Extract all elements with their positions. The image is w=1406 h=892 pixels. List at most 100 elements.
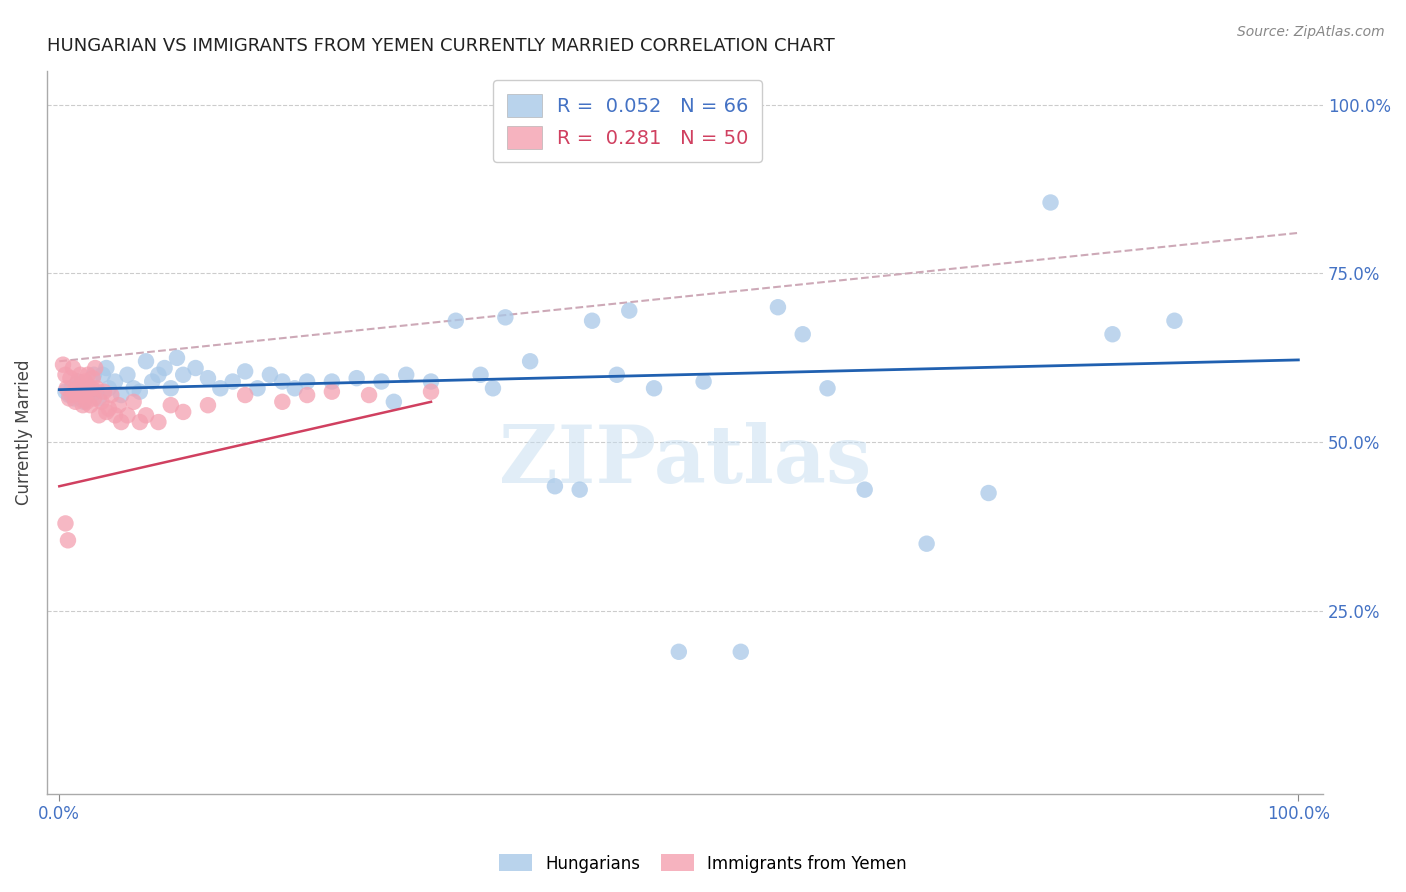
Point <box>581 314 603 328</box>
Point <box>568 483 591 497</box>
Point <box>86 384 108 399</box>
Point <box>135 354 157 368</box>
Point <box>76 368 98 382</box>
Point <box>52 358 75 372</box>
Point <box>60 381 83 395</box>
Point <box>84 361 107 376</box>
Point <box>83 368 105 382</box>
Point <box>122 394 145 409</box>
Point <box>141 375 163 389</box>
Point <box>63 392 86 406</box>
Point <box>357 388 380 402</box>
Point <box>73 394 96 409</box>
Point <box>619 303 641 318</box>
Point <box>128 384 150 399</box>
Legend: R =  0.052   N = 66, R =  0.281   N = 50: R = 0.052 N = 66, R = 0.281 N = 50 <box>494 80 762 162</box>
Point <box>222 375 245 389</box>
Point <box>93 384 115 399</box>
Point <box>87 409 110 423</box>
Point <box>110 415 132 429</box>
Point <box>643 381 665 395</box>
Point <box>444 314 467 328</box>
Point <box>420 375 443 389</box>
Point <box>197 398 219 412</box>
Point <box>817 381 839 395</box>
Point <box>233 388 256 402</box>
Point <box>853 483 876 497</box>
Point <box>470 368 492 382</box>
Point <box>382 394 405 409</box>
Point <box>117 409 139 423</box>
Point <box>56 533 79 548</box>
Point <box>62 361 84 376</box>
Point <box>110 388 132 402</box>
Point <box>58 392 80 406</box>
Point <box>346 371 368 385</box>
Point <box>104 409 127 423</box>
Point <box>692 375 714 389</box>
Point <box>148 415 170 429</box>
Point <box>66 375 89 389</box>
Legend: Hungarians, Immigrants from Yemen: Hungarians, Immigrants from Yemen <box>492 847 914 880</box>
Point <box>128 415 150 429</box>
Point <box>295 388 318 402</box>
Point <box>197 371 219 385</box>
Point <box>271 375 294 389</box>
Point <box>915 537 938 551</box>
Point <box>172 368 194 382</box>
Point <box>792 327 814 342</box>
Point <box>1039 195 1062 210</box>
Point <box>67 381 90 395</box>
Point <box>55 381 77 395</box>
Point <box>79 398 101 412</box>
Point <box>76 394 98 409</box>
Point <box>96 405 118 419</box>
Point <box>70 384 93 399</box>
Point <box>606 368 628 382</box>
Point <box>122 381 145 395</box>
Point <box>82 371 104 385</box>
Point <box>153 361 176 376</box>
Point <box>668 645 690 659</box>
Point <box>97 401 120 416</box>
Point <box>55 368 77 382</box>
Text: Source: ZipAtlas.com: Source: ZipAtlas.com <box>1237 25 1385 39</box>
Point <box>77 384 100 399</box>
Point <box>766 300 789 314</box>
Point <box>66 375 89 389</box>
Text: HUNGARIAN VS IMMIGRANTS FROM YEMEN CURRENTLY MARRIED CORRELATION CHART: HUNGARIAN VS IMMIGRANTS FROM YEMEN CURRE… <box>46 37 835 55</box>
Point <box>271 394 294 409</box>
Point <box>246 381 269 395</box>
Point <box>166 351 188 365</box>
Point <box>977 486 1000 500</box>
Point <box>1101 327 1123 342</box>
Point <box>259 368 281 382</box>
Point <box>159 381 181 395</box>
Point <box>420 384 443 399</box>
Point <box>395 368 418 382</box>
Point <box>90 394 112 409</box>
Point <box>55 516 77 531</box>
Point <box>1163 314 1185 328</box>
Point <box>482 381 505 395</box>
Point <box>233 364 256 378</box>
Point <box>58 388 80 402</box>
Point <box>72 398 94 412</box>
Point <box>284 381 307 395</box>
Point <box>184 361 207 376</box>
Point <box>55 384 77 399</box>
Point <box>96 361 118 376</box>
Point <box>494 310 516 325</box>
Point <box>209 381 232 395</box>
Point <box>63 384 86 399</box>
Point <box>107 398 129 412</box>
Y-axis label: Currently Married: Currently Married <box>15 359 32 505</box>
Point <box>148 368 170 382</box>
Point <box>60 388 83 402</box>
Point <box>321 384 343 399</box>
Point <box>69 368 91 382</box>
Point <box>59 371 82 385</box>
Point <box>117 368 139 382</box>
Point <box>79 388 101 402</box>
Point <box>172 405 194 419</box>
